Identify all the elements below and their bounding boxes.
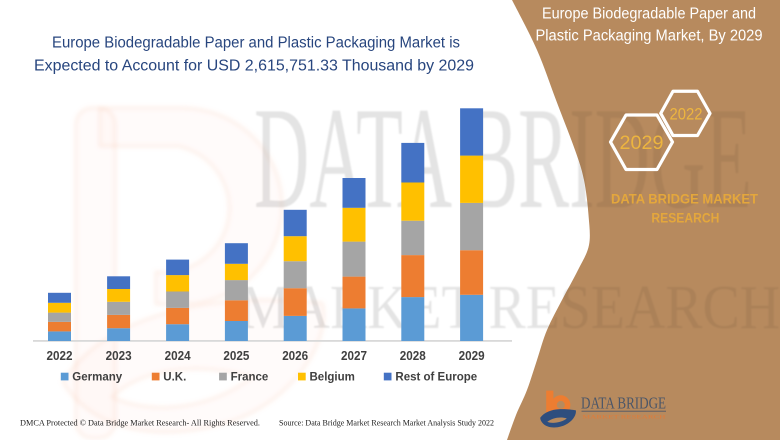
svg-text:DATA BRIDGE: DATA BRIDGE <box>581 394 666 413</box>
svg-text:Belgium: Belgium <box>310 372 355 384</box>
svg-text:Germany: Germany <box>72 372 122 384</box>
svg-text:Plastic Packaging Market, By 2: Plastic Packaging Market, By 2029 <box>536 28 763 45</box>
svg-text:U.K.: U.K. <box>163 372 186 384</box>
svg-text:Europe Biodegradable Paper and: Europe Biodegradable Paper and <box>542 6 756 23</box>
svg-text:Rest of Europe: Rest of Europe <box>395 372 477 384</box>
svg-text:Source: Data Bridge Market Res: Source: Data Bridge Market Research Mark… <box>279 418 494 428</box>
svg-text:France: France <box>231 372 269 384</box>
svg-text:2022: 2022 <box>47 349 73 363</box>
svg-text:2024: 2024 <box>165 349 191 363</box>
svg-text:2025: 2025 <box>223 349 249 363</box>
svg-text:2022: 2022 <box>670 106 703 124</box>
svg-text:RESEARCH: RESEARCH <box>651 211 719 226</box>
svg-text:Europe Biodegradable Paper and: Europe Biodegradable Paper and Plastic P… <box>52 35 460 52</box>
svg-text:2023: 2023 <box>106 349 132 363</box>
svg-text:2029: 2029 <box>459 349 485 363</box>
svg-text:2027: 2027 <box>341 349 367 363</box>
svg-text:Expected to Account for USD 2,: Expected to Account for USD 2,615,751.33… <box>34 58 474 75</box>
svg-text:DATA BRIDGE MARKET: DATA BRIDGE MARKET <box>611 192 759 207</box>
svg-text:2026: 2026 <box>282 349 308 363</box>
svg-text:2028: 2028 <box>400 349 426 363</box>
svg-text:MARKET RESEARCH: MARKET RESEARCH <box>583 415 666 421</box>
svg-text:2029: 2029 <box>620 133 664 154</box>
svg-text:DMCA Protected © Data Bridge M: DMCA Protected © Data Bridge Market Rese… <box>20 418 260 428</box>
